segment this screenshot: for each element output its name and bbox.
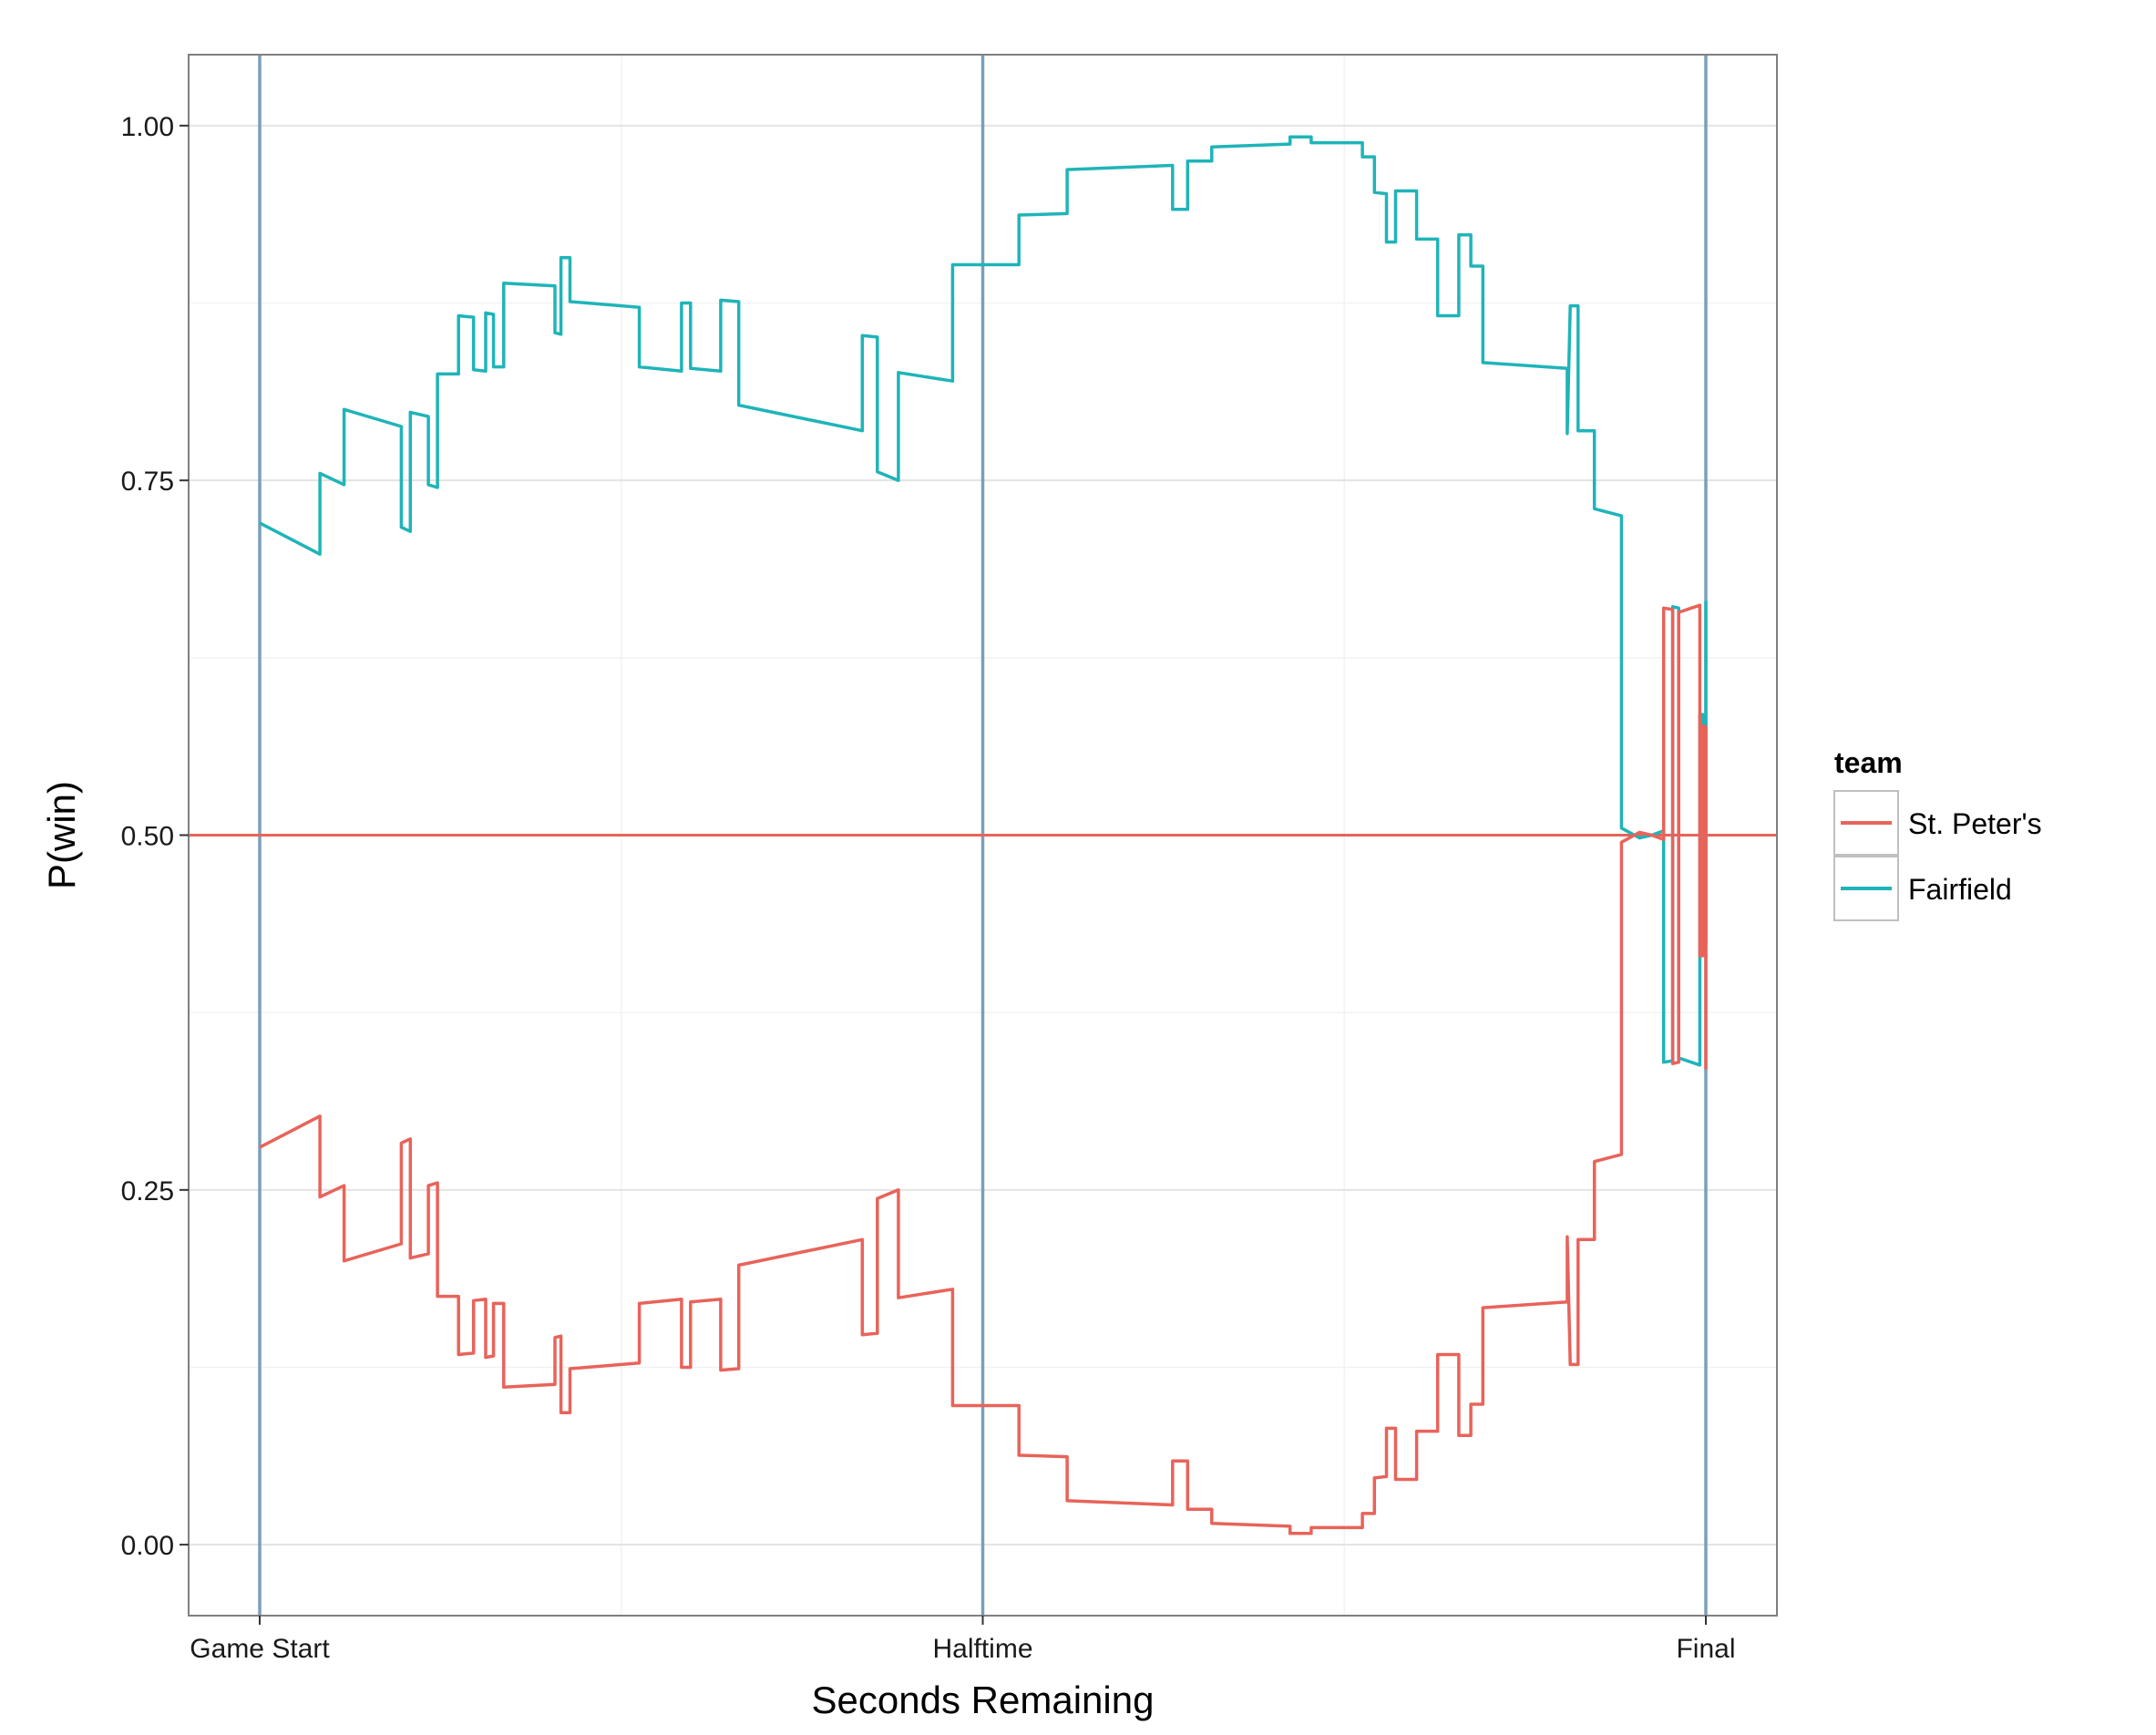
y-tick-label: 0.25 bbox=[121, 1176, 174, 1206]
series-line-fairfield bbox=[259, 135, 1708, 1067]
x-axis-title: Seconds Remaining bbox=[812, 1679, 1155, 1721]
plot-panel bbox=[188, 54, 1778, 1617]
legend-title: team bbox=[1834, 746, 1903, 779]
x-axis: Game Start Halftime Final bbox=[190, 1616, 1736, 1664]
x-tick-label: Game Start bbox=[190, 1634, 330, 1664]
y-axis-title: P(win) bbox=[40, 781, 83, 889]
series-lines bbox=[259, 135, 1708, 1535]
x-tick-label: Halftime bbox=[932, 1634, 1032, 1664]
legend-label-st-peters: St. Peter's bbox=[1908, 807, 2042, 840]
y-tick-label: 0.75 bbox=[121, 467, 174, 497]
y-tick-label: 0.50 bbox=[121, 822, 174, 852]
legend: team St. Peter's Fairfield bbox=[1833, 746, 2042, 921]
legend-label-fairfield: Fairfield bbox=[1908, 873, 2012, 906]
y-tick-label: 0.00 bbox=[121, 1531, 174, 1561]
x-tick-label: Final bbox=[1676, 1634, 1735, 1664]
y-axis: 0.00 0.25 0.50 0.75 1.00 bbox=[121, 112, 189, 1561]
y-tick-label: 1.00 bbox=[121, 112, 174, 142]
series-line-st-peter-s bbox=[259, 603, 1708, 1535]
